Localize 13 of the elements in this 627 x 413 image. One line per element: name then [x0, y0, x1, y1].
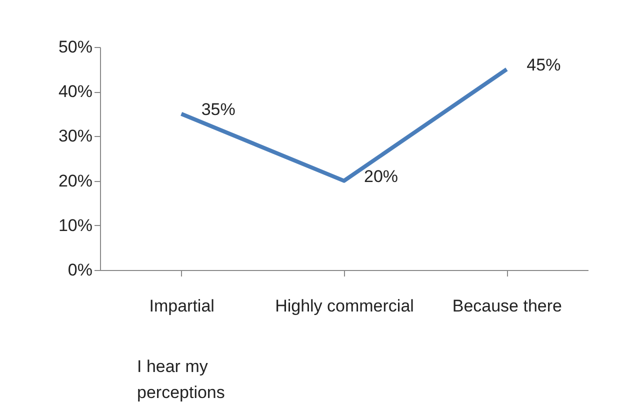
x-tick-label: Highly commercial: [275, 296, 414, 316]
data-label: 20%: [364, 166, 398, 186]
y-tick-label: 50%: [58, 38, 92, 56]
y-tick-label: 20%: [58, 171, 92, 190]
y-tick-label: 0%: [68, 260, 92, 280]
y-tick-label: 30%: [58, 126, 92, 146]
x-tick-label: Impartial: [149, 296, 214, 316]
data-label: 45%: [526, 55, 561, 74]
data-label: 35%: [201, 100, 236, 119]
x-tick-label: Because there: [452, 296, 562, 316]
y-tick-label: 40%: [58, 82, 92, 102]
y-tick-label: 10%: [58, 216, 92, 235]
text: I hear my perceptions: [137, 356, 226, 404]
